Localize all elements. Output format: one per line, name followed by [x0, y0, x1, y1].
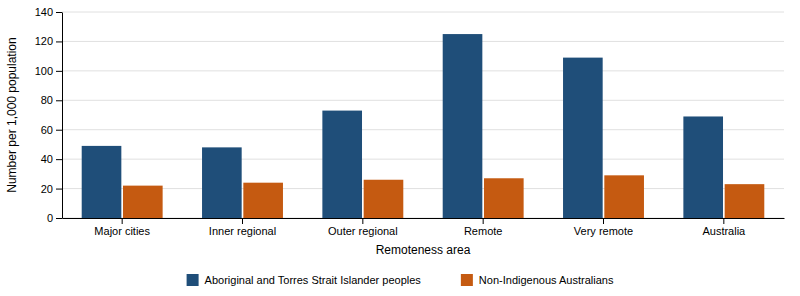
grid-line — [62, 218, 784, 219]
tick-label: 20 — [41, 183, 53, 195]
tick-label: 80 — [41, 94, 53, 106]
tick-label: Australia — [702, 225, 746, 237]
chart: Major cities Inner regional Outer regional… — [0, 0, 800, 296]
tick: 0 — [47, 212, 62, 224]
tick: Very remote — [574, 218, 633, 237]
tick-mark — [122, 218, 123, 224]
tick-mark — [603, 218, 604, 224]
tick: 140 — [35, 6, 62, 18]
tick-label: 100 — [35, 65, 53, 77]
bar — [82, 146, 122, 218]
legend-item: Non-Indigenous Australians — [461, 274, 614, 286]
bar — [725, 184, 765, 218]
bar — [484, 178, 524, 218]
legend-swatch — [187, 274, 199, 286]
tick-mark — [56, 189, 62, 190]
tick-mark — [56, 218, 62, 219]
grid-line — [62, 188, 784, 189]
bar — [202, 147, 242, 218]
tick: Major cities — [94, 218, 150, 237]
tick: 40 — [41, 153, 62, 165]
tick-label: 120 — [35, 35, 53, 47]
tick-label: 40 — [41, 153, 53, 165]
tick-label: 60 — [41, 124, 53, 136]
tick-mark — [56, 71, 62, 72]
legend-label: Aboriginal and Torres Strait Islander pe… — [205, 274, 422, 286]
grid-line — [62, 100, 784, 101]
x-axis-title: Remoteness area — [376, 243, 471, 257]
legend: Aboriginal and Torres Strait Islander pe… — [187, 274, 614, 286]
tick: 60 — [41, 124, 62, 136]
tick-mark — [362, 218, 363, 224]
grid — [62, 12, 784, 218]
bar-series — [82, 34, 723, 218]
grid-line — [62, 159, 784, 160]
tick: 80 — [41, 94, 62, 106]
tick-mark — [56, 159, 62, 160]
bars — [82, 34, 765, 218]
tick-label: Outer regional — [328, 225, 398, 237]
legend-swatch — [461, 274, 473, 286]
bar — [322, 111, 362, 218]
tick: 100 — [35, 65, 62, 77]
legend-item: Aboriginal and Torres Strait Islander pe… — [187, 274, 422, 286]
y-axis-title: Number per 1,000 population — [5, 37, 19, 192]
tick-mark — [56, 100, 62, 101]
tick: Inner regional — [209, 218, 276, 237]
tick: Australia — [702, 218, 746, 237]
tick-mark — [56, 12, 62, 13]
tick-label: Remote — [464, 225, 503, 237]
bar-series — [123, 175, 764, 218]
y-axis: 0 20 40 60 80 100 120 140 — [35, 6, 63, 224]
tick-mark — [723, 218, 724, 224]
axis-line — [63, 218, 785, 219]
bar — [604, 175, 644, 218]
tick-mark — [56, 130, 62, 131]
tick-label: Very remote — [574, 225, 633, 237]
tick-label: Major cities — [94, 225, 150, 237]
tick-label: 0 — [47, 212, 53, 224]
tick-label: 140 — [35, 6, 53, 18]
plot: Major cities Inner regional Outer regional… — [35, 6, 785, 237]
grid-line — [62, 12, 784, 13]
bar — [443, 34, 483, 218]
grid-line — [62, 70, 784, 71]
tick-label: Inner regional — [209, 225, 276, 237]
bar — [683, 116, 723, 218]
tick: Outer regional — [328, 218, 398, 237]
tick: 120 — [35, 35, 62, 47]
x-axis: Major cities Inner regional Outer regional… — [63, 218, 785, 237]
bar — [243, 183, 283, 218]
bar — [364, 180, 404, 218]
bar — [123, 186, 163, 218]
tick-mark — [242, 218, 243, 224]
tick-mark — [483, 218, 484, 224]
tick: 20 — [41, 183, 62, 195]
tick: Remote — [464, 218, 503, 237]
legend-label: Non-Indigenous Australians — [479, 274, 614, 286]
tick-mark — [56, 41, 62, 42]
grid-line — [62, 41, 784, 42]
bar — [563, 58, 603, 218]
axis-line — [62, 13, 63, 219]
grid-line — [62, 129, 784, 130]
